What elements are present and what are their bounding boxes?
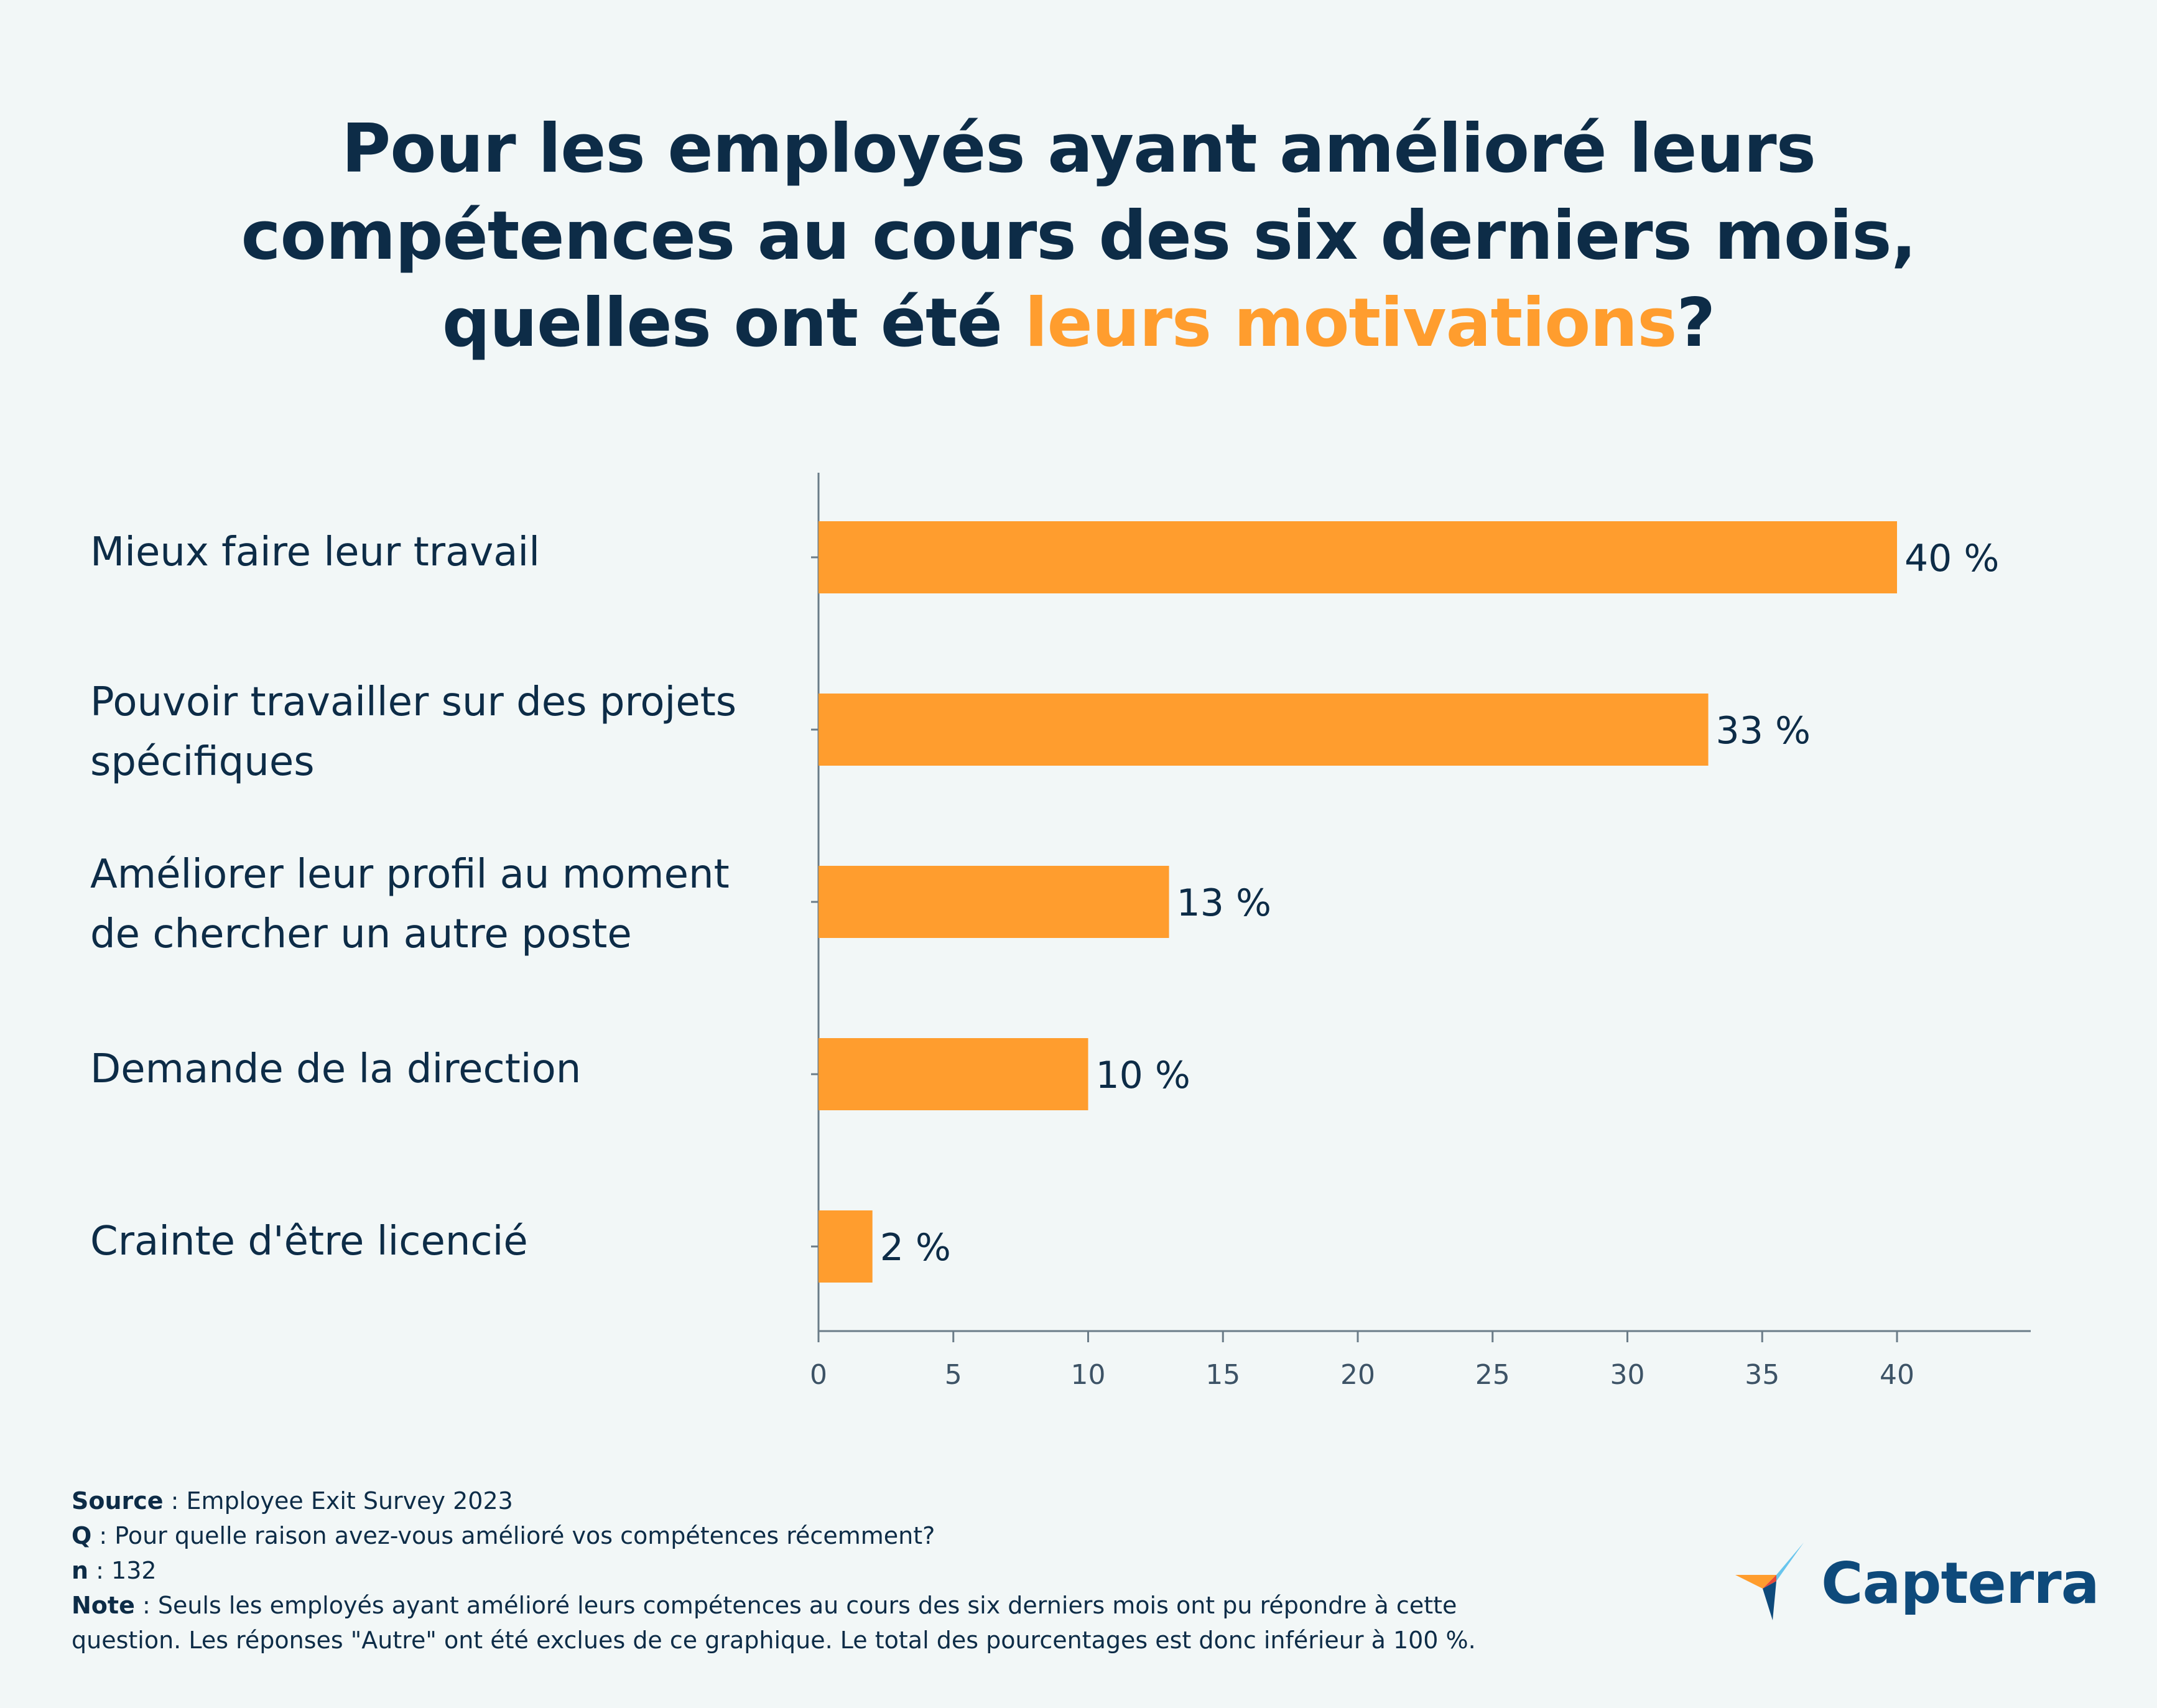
category-label-line: Crainte d'être licencié [90, 1218, 528, 1265]
category-label-line: Mieux faire leur travail [90, 529, 540, 575]
category-label: Améliorer leur profil au moment de cherch… [90, 845, 774, 964]
bar-value-label: 2 % [880, 1226, 951, 1269]
footer-note-continued: question. Les réponses "Autre" ont été e… [72, 1627, 1476, 1654]
category-label: Demande de la direction [90, 1039, 774, 1099]
chart-title: Pour les employés ayant amélioré leurs c… [0, 106, 2157, 367]
bar [819, 1210, 873, 1283]
footer-question: Q : Pour quelle raison avez-vous amélior… [72, 1518, 1689, 1553]
title-line-2: compétences au cours des six derniers mo… [241, 197, 1916, 275]
category-label-line: de chercher un autre poste [90, 911, 632, 957]
x-tick-label: 20 [1340, 1359, 1375, 1391]
x-tick-label: 5 [945, 1359, 962, 1391]
category-label-line: Pouvoir travailler sur des projets [90, 679, 737, 725]
title-line-3-prefix: quelles ont été [442, 284, 1025, 362]
footer-q-label: Q [72, 1522, 92, 1549]
x-tick-label: 10 [1071, 1359, 1106, 1391]
bar-value-label: 33 % [1716, 709, 1811, 753]
footer-note: Note : Seuls les employés ayant amélioré… [72, 1588, 1689, 1623]
footer-n-text: : 132 [88, 1557, 157, 1584]
x-tick-label: 15 [1205, 1359, 1240, 1391]
bar-value-label: 40 % [1904, 537, 1999, 580]
category-label: Mieux faire leur travail [90, 522, 774, 582]
capterra-arrow-icon [1735, 1543, 1804, 1620]
footer-source: Source : Employee Exit Survey 2023 [72, 1483, 1689, 1518]
footer-source-label: Source [72, 1487, 164, 1515]
category-label-line: Améliorer leur profil au moment [90, 852, 730, 898]
bar [819, 521, 1897, 593]
logo-text: Capterra [1821, 1549, 2100, 1617]
title-line-3: quelles ont été leurs motivations? [0, 280, 2157, 367]
bar-value-label: 13 % [1177, 881, 1271, 925]
capterra-logo: Capterra [1735, 1543, 2100, 1623]
category-label: Crainte d'être licencié [90, 1212, 774, 1271]
footer-notes: Source : Employee Exit Survey 2023 Q : P… [72, 1483, 1689, 1658]
bar [819, 694, 1709, 766]
bar-chart: 0 5 10 15 20 25 30 35 40 40 % 33 % 13 % 10 % 2 % [810, 473, 2031, 1391]
title-line-1: Pour les employés ayant amélioré leurs [341, 110, 1816, 188]
footer-source-text: : Employee Exit Survey 2023 [163, 1487, 513, 1515]
footer-note-label: Note [72, 1592, 135, 1619]
title-accent: leurs motivations [1024, 284, 1677, 362]
bar-value-label: 10 % [1096, 1054, 1190, 1097]
footer-note-text-1: : Seuls les employés ayant amélioré leur… [134, 1592, 1457, 1619]
x-tick-label: 0 [810, 1359, 827, 1391]
footer-sample-size: n : 132 [72, 1553, 1689, 1588]
category-label-line: spécifiques [90, 739, 315, 785]
category-label: Pouvoir travailler sur des projets spécif… [90, 672, 774, 792]
bar [819, 866, 1169, 938]
footer-q-text: : Pour quelle raison avez-vous amélioré … [91, 1522, 935, 1549]
bar [819, 1038, 1088, 1110]
x-tick-label: 25 [1475, 1359, 1510, 1391]
x-tick-label: 35 [1745, 1359, 1779, 1391]
title-line-3-suffix: ? [1676, 284, 1715, 362]
footer-n-label: n [72, 1557, 89, 1584]
x-tick-label: 40 [1880, 1359, 1914, 1391]
category-label-line: Demande de la direction [90, 1046, 582, 1092]
x-tick-label: 30 [1610, 1359, 1645, 1391]
